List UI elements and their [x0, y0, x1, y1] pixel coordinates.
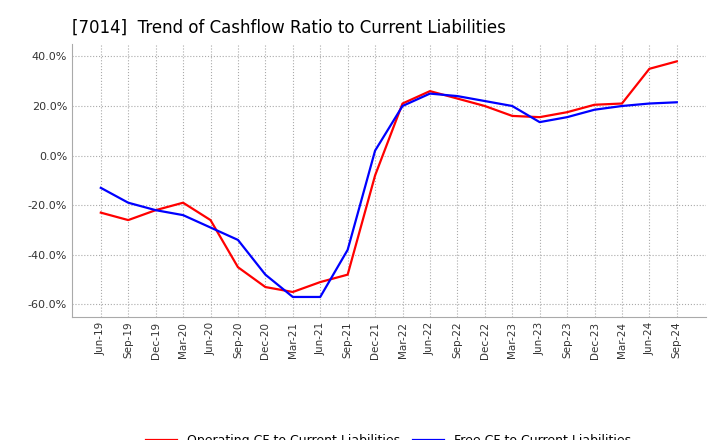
Operating CF to Current Liabilities: [453, 96, 462, 101]
Free CF to Current Liabilities: [398, 103, 407, 109]
Free CF to Current Liabilities: [289, 294, 297, 300]
Free CF to Current Liabilities: [672, 99, 681, 105]
Operating CF to Current Liabilities: [233, 264, 242, 270]
Operating CF to Current Liabilities: [316, 279, 325, 285]
Free CF to Current Liabilities: [343, 247, 352, 253]
Free CF to Current Liabilities: [316, 294, 325, 300]
Free CF to Current Liabilities: [233, 237, 242, 242]
Operating CF to Current Liabilities: [124, 217, 132, 223]
Operating CF to Current Liabilities: [590, 102, 599, 107]
Free CF to Current Liabilities: [618, 103, 626, 109]
Free CF to Current Liabilities: [371, 148, 379, 153]
Operating CF to Current Liabilities: [508, 113, 516, 118]
Operating CF to Current Liabilities: [206, 217, 215, 223]
Free CF to Current Liabilities: [426, 91, 434, 96]
Operating CF to Current Liabilities: [261, 284, 270, 290]
Free CF to Current Liabilities: [124, 200, 132, 205]
Free CF to Current Liabilities: [536, 120, 544, 125]
Operating CF to Current Liabilities: [618, 101, 626, 106]
Free CF to Current Liabilities: [480, 99, 489, 104]
Operating CF to Current Liabilities: [645, 66, 654, 71]
Operating CF to Current Liabilities: [371, 173, 379, 178]
Free CF to Current Liabilities: [645, 101, 654, 106]
Operating CF to Current Liabilities: [289, 290, 297, 295]
Operating CF to Current Liabilities: [343, 272, 352, 277]
Operating CF to Current Liabilities: [179, 200, 187, 205]
Free CF to Current Liabilities: [508, 103, 516, 109]
Free CF to Current Liabilities: [563, 114, 572, 120]
Legend: Operating CF to Current Liabilities, Free CF to Current Liabilities: Operating CF to Current Liabilities, Fre…: [141, 429, 636, 440]
Free CF to Current Liabilities: [179, 213, 187, 218]
Free CF to Current Liabilities: [453, 93, 462, 99]
Operating CF to Current Liabilities: [480, 103, 489, 109]
Operating CF to Current Liabilities: [536, 114, 544, 120]
Free CF to Current Liabilities: [151, 208, 160, 213]
Operating CF to Current Liabilities: [96, 210, 105, 215]
Operating CF to Current Liabilities: [672, 59, 681, 64]
Free CF to Current Liabilities: [206, 225, 215, 230]
Operating CF to Current Liabilities: [426, 88, 434, 94]
Free CF to Current Liabilities: [261, 272, 270, 277]
Operating CF to Current Liabilities: [151, 208, 160, 213]
Operating CF to Current Liabilities: [563, 110, 572, 115]
Free CF to Current Liabilities: [590, 107, 599, 112]
Line: Free CF to Current Liabilities: Free CF to Current Liabilities: [101, 94, 677, 297]
Free CF to Current Liabilities: [96, 185, 105, 191]
Text: [7014]  Trend of Cashflow Ratio to Current Liabilities: [7014] Trend of Cashflow Ratio to Curren…: [72, 19, 506, 37]
Line: Operating CF to Current Liabilities: Operating CF to Current Liabilities: [101, 61, 677, 292]
Operating CF to Current Liabilities: [398, 101, 407, 106]
